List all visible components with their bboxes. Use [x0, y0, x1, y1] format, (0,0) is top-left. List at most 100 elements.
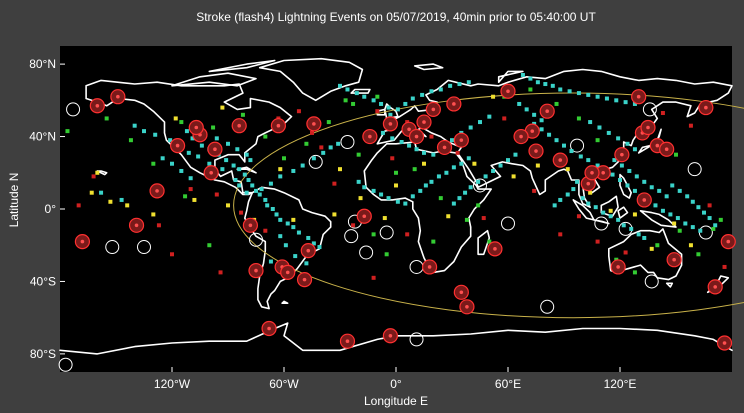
station-marker — [207, 141, 223, 157]
lightning-stroke-cyan — [612, 158, 617, 163]
lightning-stroke-red — [91, 174, 96, 179]
lightning-stroke-cyan — [214, 136, 219, 141]
detection-ring — [540, 299, 555, 314]
station-marker — [487, 241, 503, 257]
lightning-stroke-cyan — [188, 176, 193, 181]
lightning-stroke-cyan — [580, 196, 585, 201]
coastline — [244, 186, 332, 310]
station-marker — [149, 183, 165, 199]
station-dot — [422, 120, 426, 124]
station-dot — [407, 127, 411, 132]
lightning-stroke-cyan — [371, 98, 376, 103]
lightning-stroke-cyan — [642, 235, 647, 240]
lightning-stroke-red — [688, 123, 693, 128]
coastline — [376, 68, 733, 208]
lightning-stroke-cyan — [610, 172, 615, 177]
station-dot — [237, 123, 241, 128]
station-dot — [175, 143, 180, 148]
station-dot — [459, 138, 464, 142]
lightning-stroke-cyan — [306, 235, 311, 240]
lightning-stroke-red — [188, 187, 193, 192]
station-marker — [459, 299, 475, 315]
lightning-stroke-red — [576, 214, 581, 219]
lightning-stroke-cyan — [237, 183, 242, 188]
station-marker — [339, 333, 356, 349]
station-dot — [726, 239, 731, 244]
lightning-stroke-cyan — [696, 205, 701, 210]
lightning-stroke-red — [660, 111, 665, 116]
lightning-stroke-cyan — [604, 96, 609, 101]
y-tick-label: 80°N — [29, 57, 56, 71]
detection-ring — [308, 154, 323, 169]
lightning-stroke-cyan — [300, 163, 305, 168]
lightning-stroke-red — [156, 223, 161, 228]
lightning-stroke-cyan — [274, 212, 279, 217]
coastline — [497, 70, 524, 83]
lightning-stroke-cyan — [336, 141, 341, 146]
lightning-stroke-yellow — [192, 197, 197, 202]
lightning-stroke-cyan — [237, 167, 242, 172]
lightning-stroke-cyan — [586, 201, 591, 206]
lightning-stroke-yellow — [672, 221, 677, 226]
lightning-stroke-red — [707, 203, 712, 208]
lightning-stroke-yellow — [588, 190, 593, 195]
station-dot — [248, 223, 253, 228]
lightning-stroke-cyan — [550, 83, 555, 88]
lightning-stroke-cyan — [186, 150, 191, 155]
station-dot — [586, 181, 591, 186]
lightning-stroke-red — [481, 216, 486, 221]
station-dot — [80, 239, 85, 244]
lightning-stroke-cyan — [99, 190, 104, 195]
lightning-stroke-red — [351, 223, 356, 228]
station-dot — [194, 125, 199, 130]
station-marker — [513, 128, 529, 145]
lightning-stroke-cyan — [278, 234, 283, 239]
station-dot — [306, 248, 311, 253]
station-marker — [528, 143, 544, 159]
station-dot — [636, 94, 641, 99]
station-marker — [270, 118, 286, 134]
station-marker — [382, 116, 398, 132]
lightning-stroke-cyan — [196, 154, 201, 159]
lightning-stroke-cyan — [233, 178, 238, 183]
lightning-stroke-cyan — [649, 185, 654, 190]
lightning-stroke-cyan — [429, 179, 434, 184]
station-dot — [431, 107, 436, 112]
station-marker — [610, 259, 626, 275]
lightning-stroke-red — [218, 270, 223, 275]
coastline — [258, 57, 364, 102]
lightning-stroke-cyan — [270, 207, 275, 211]
lightning-stroke-cyan — [606, 130, 611, 135]
station-dot — [345, 339, 350, 344]
lightning-stroke-cyan — [569, 149, 574, 154]
lightning-stroke-cyan — [207, 161, 212, 166]
lightning-stroke-yellow — [422, 161, 426, 166]
station-dot — [134, 223, 139, 228]
station-dot — [672, 257, 676, 262]
lightning-stroke-yellow — [173, 116, 178, 121]
lightning-stroke-yellow — [511, 174, 516, 179]
detection-ring — [137, 240, 151, 255]
lightning-stroke-cyan — [293, 254, 298, 259]
lightning-stroke-cyan — [153, 132, 158, 137]
lightning-stroke-cyan — [668, 212, 673, 217]
station-dot — [534, 149, 538, 153]
lightning-stroke-cyan — [459, 161, 464, 166]
lightning-stroke-cyan — [576, 91, 581, 96]
lightning-stroke-cyan — [685, 194, 690, 199]
lightning-stroke-green — [263, 134, 268, 139]
lightning-stroke-cyan — [476, 179, 481, 184]
lightning-stroke-green — [711, 226, 716, 231]
detection-ring — [379, 225, 394, 240]
lightning-stroke-yellow — [608, 208, 613, 213]
detection-ring — [66, 102, 81, 117]
lightning-stroke-cyan — [190, 136, 195, 141]
station-marker — [300, 243, 316, 259]
station-marker — [539, 103, 555, 119]
station-dot — [442, 145, 447, 150]
lightning-stroke-cyan — [291, 225, 296, 230]
lightning-stroke-green — [674, 152, 678, 157]
lightning-stroke-yellow — [472, 161, 477, 166]
station-dot — [213, 147, 217, 152]
station-marker — [698, 99, 714, 116]
